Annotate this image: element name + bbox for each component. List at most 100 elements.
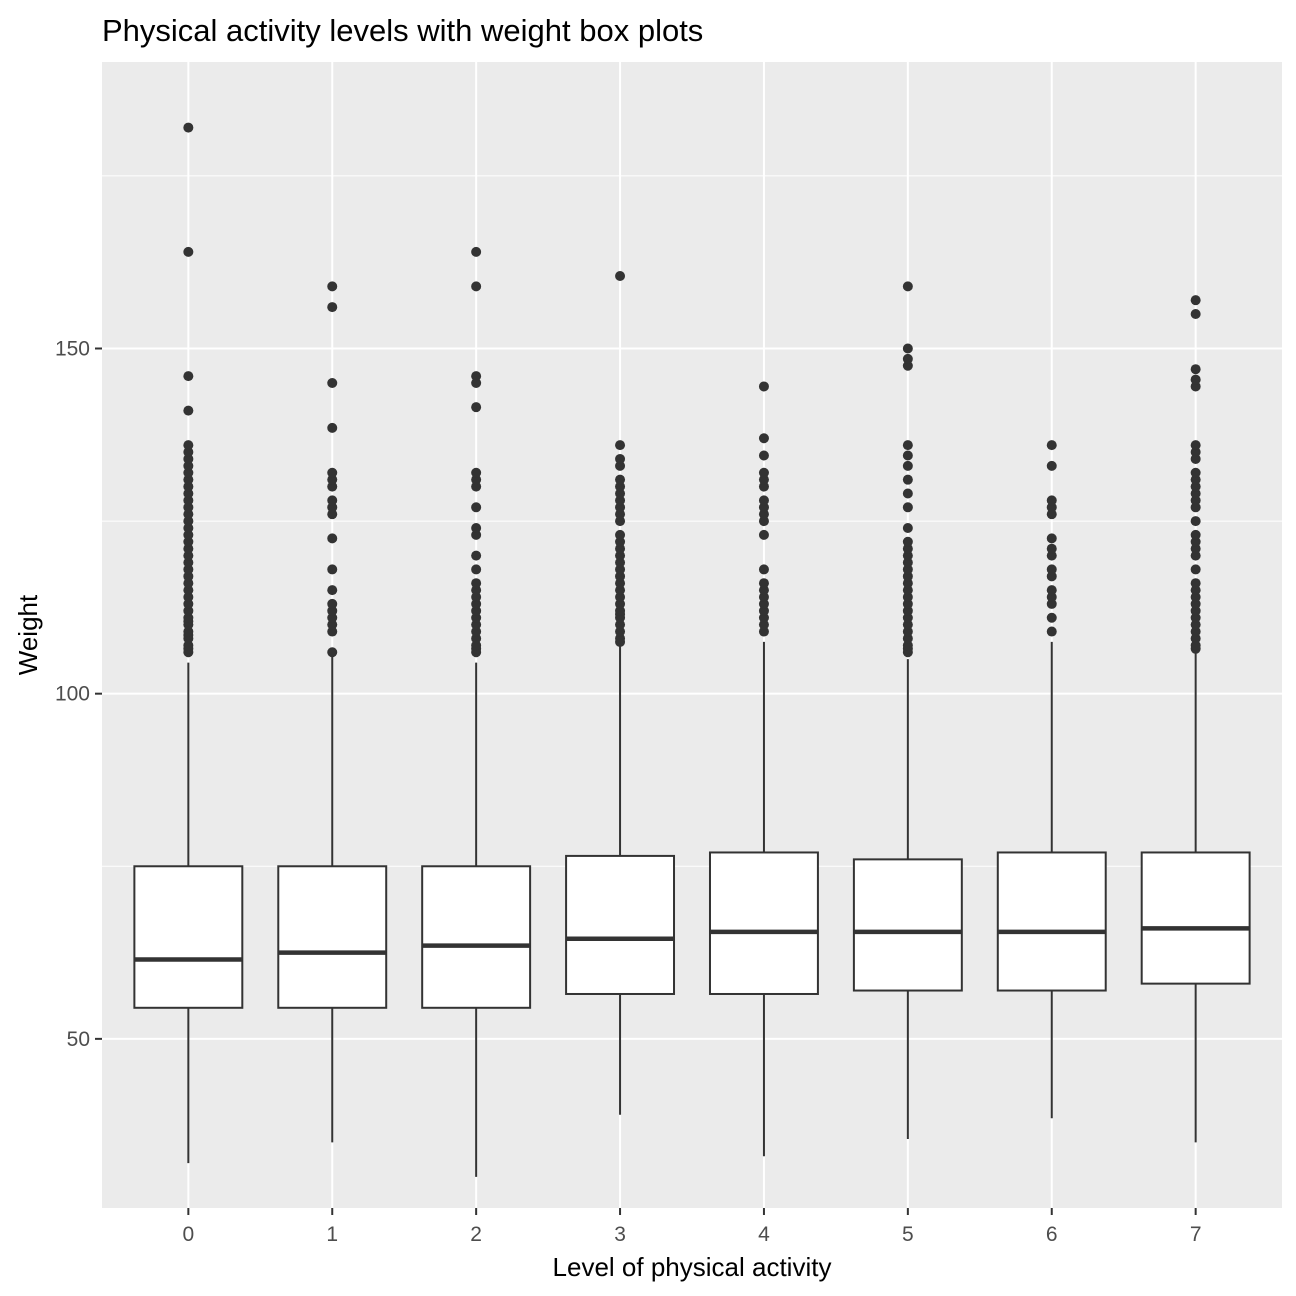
outlier-point (758, 578, 769, 589)
outlier-point (1190, 578, 1201, 589)
outlier-point (615, 516, 626, 527)
outlier-point (1046, 543, 1057, 554)
outlier-point (1046, 598, 1057, 609)
outlier-point (615, 495, 626, 506)
outlier-point (183, 571, 194, 582)
outlier-point (327, 509, 338, 520)
outlier-point (183, 626, 194, 637)
outlier-point (1046, 460, 1057, 471)
outlier-point (1046, 585, 1057, 596)
outlier-point (1190, 592, 1201, 603)
outlier-point (902, 343, 913, 354)
outlier-point (902, 564, 913, 575)
outlier-point (183, 447, 194, 458)
outlier-point (471, 474, 482, 485)
outlier-point (758, 619, 769, 630)
outlier-point (1046, 626, 1057, 637)
x-tick-label: 3 (614, 1223, 626, 1246)
x-tick-label: 0 (182, 1223, 194, 1246)
outlier-point (183, 612, 194, 623)
outlier-point (902, 550, 913, 561)
outlier-point (615, 633, 626, 644)
outlier-point (1190, 447, 1201, 458)
outlier-point (327, 481, 338, 492)
outlier-point (902, 578, 913, 589)
outlier-point (1190, 467, 1201, 478)
outlier-point (615, 502, 626, 513)
outlier-point (1046, 571, 1057, 582)
outlier-point (902, 353, 913, 364)
outlier-point (1190, 640, 1201, 651)
outlier-point (183, 598, 194, 609)
outlier-point (327, 533, 338, 544)
box-0 (133, 122, 244, 1164)
outlier-point (615, 564, 626, 575)
outlier-point (1046, 533, 1057, 544)
chart-title: Physical activity levels with weight box… (102, 13, 703, 48)
outlier-point (471, 564, 482, 575)
outlier-point (1046, 550, 1057, 561)
outlier-point (902, 488, 913, 499)
outlier-point (183, 246, 194, 257)
outlier-point (471, 529, 482, 540)
outlier-point (615, 488, 626, 499)
outlier-point (471, 522, 482, 533)
x-tick-label: 2 (470, 1223, 482, 1246)
outlier-point (471, 612, 482, 623)
outlier-point (902, 474, 913, 485)
outlier-point (902, 619, 913, 630)
outlier-point (327, 422, 338, 433)
outlier-point (183, 536, 194, 547)
outlier-point (758, 467, 769, 478)
box-iqr (277, 865, 388, 1009)
outlier-point (471, 592, 482, 603)
outlier-point (183, 495, 194, 506)
outlier-point (902, 536, 913, 547)
outlier-point (183, 122, 194, 133)
outlier-point (902, 626, 913, 637)
outlier-point (1190, 536, 1201, 547)
outlier-point (758, 564, 769, 575)
outlier-point (327, 302, 338, 313)
outlier-point (1190, 605, 1201, 616)
outlier-point (471, 619, 482, 630)
outlier-point (758, 481, 769, 492)
outlier-point (615, 585, 626, 596)
outlier-point (902, 502, 913, 513)
outlier-point (183, 516, 194, 527)
outlier-point (1190, 585, 1201, 596)
outlier-point (183, 488, 194, 499)
outlier-point (758, 516, 769, 527)
outlier-point (758, 450, 769, 461)
box-iqr (852, 858, 963, 992)
outlier-point (327, 619, 338, 630)
outlier-point (902, 612, 913, 623)
outlier-point (1190, 633, 1201, 644)
outlier-point (471, 585, 482, 596)
outlier-point (902, 605, 913, 616)
outlier-point (471, 246, 482, 257)
outlier-point (615, 271, 626, 282)
outlier-point (615, 529, 626, 540)
outlier-point (902, 281, 913, 292)
outlier-point (902, 460, 913, 471)
outlier-point (1190, 626, 1201, 637)
plot-panel (102, 62, 1282, 1208)
outlier-point (1190, 495, 1201, 506)
outlier-point (758, 509, 769, 520)
outlier-point (758, 605, 769, 616)
outlier-point (471, 371, 482, 382)
outlier-point (758, 612, 769, 623)
outlier-point (1046, 495, 1057, 506)
outlier-point (758, 474, 769, 485)
outlier-point (902, 640, 913, 651)
x-tick-label: 5 (902, 1223, 914, 1246)
box-iqr (421, 865, 532, 1009)
outlier-point (1190, 453, 1201, 464)
box-iqr (708, 851, 819, 995)
outlier-point (902, 543, 913, 554)
outlier-point (471, 626, 482, 637)
outlier-point (615, 440, 626, 451)
outlier-point (1190, 612, 1201, 623)
